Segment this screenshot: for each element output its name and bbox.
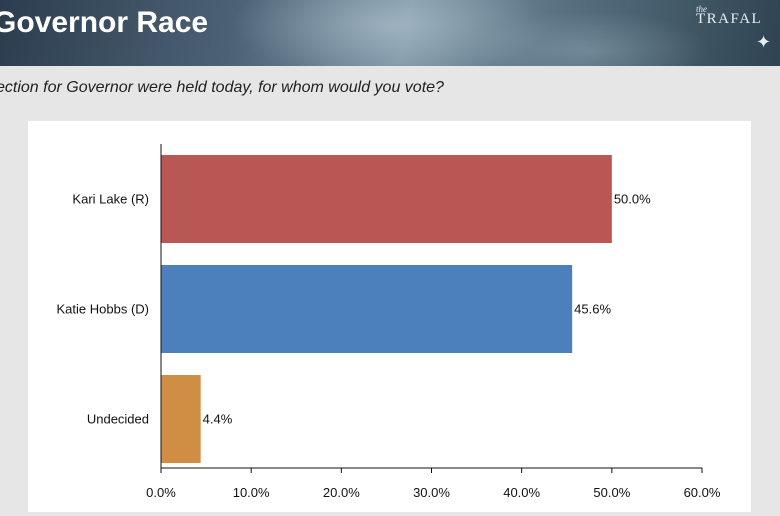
x-tick-label: 60.0% bbox=[684, 485, 721, 500]
header-banner: Governor Race the TRAFAL ✦ bbox=[0, 0, 780, 66]
brand-logo: the TRAFAL ✦ bbox=[696, 4, 780, 60]
banner-cloud bbox=[230, 0, 550, 66]
page-title: Governor Race bbox=[0, 6, 209, 39]
x-tick-label: 30.0% bbox=[413, 485, 450, 500]
category-label: Undecided bbox=[87, 412, 149, 427]
bar bbox=[161, 155, 612, 243]
chart-panel: Kari Lake (R) 50.0% Katie Hobbs (D) 45.6% Un… bbox=[28, 121, 751, 512]
survey-question: ection for Governor were held today, for… bbox=[0, 79, 444, 96]
x-tick-label: 20.0% bbox=[323, 485, 360, 500]
x-tick-label: 0.0% bbox=[146, 485, 176, 500]
value-label: 45.6% bbox=[574, 302, 611, 317]
logo-text: TRAFAL bbox=[696, 11, 763, 27]
bar bbox=[161, 375, 201, 463]
x-tick-label: 10.0% bbox=[233, 485, 270, 500]
category-label: Kari Lake (R) bbox=[72, 192, 149, 207]
value-label: 4.4% bbox=[203, 412, 233, 427]
category-label: Katie Hobbs (D) bbox=[57, 302, 149, 317]
x-tick-label: 50.0% bbox=[593, 485, 630, 500]
x-tick-label: 40.0% bbox=[503, 485, 540, 500]
bar-chart: Kari Lake (R) 50.0% Katie Hobbs (D) 45.6% Un… bbox=[57, 144, 721, 500]
banner-cloud bbox=[470, 10, 710, 66]
compass-star-icon: ✦ bbox=[756, 32, 772, 52]
value-label: 50.0% bbox=[614, 192, 651, 207]
bar bbox=[161, 265, 573, 353]
logo-small-text: the bbox=[696, 4, 707, 14]
